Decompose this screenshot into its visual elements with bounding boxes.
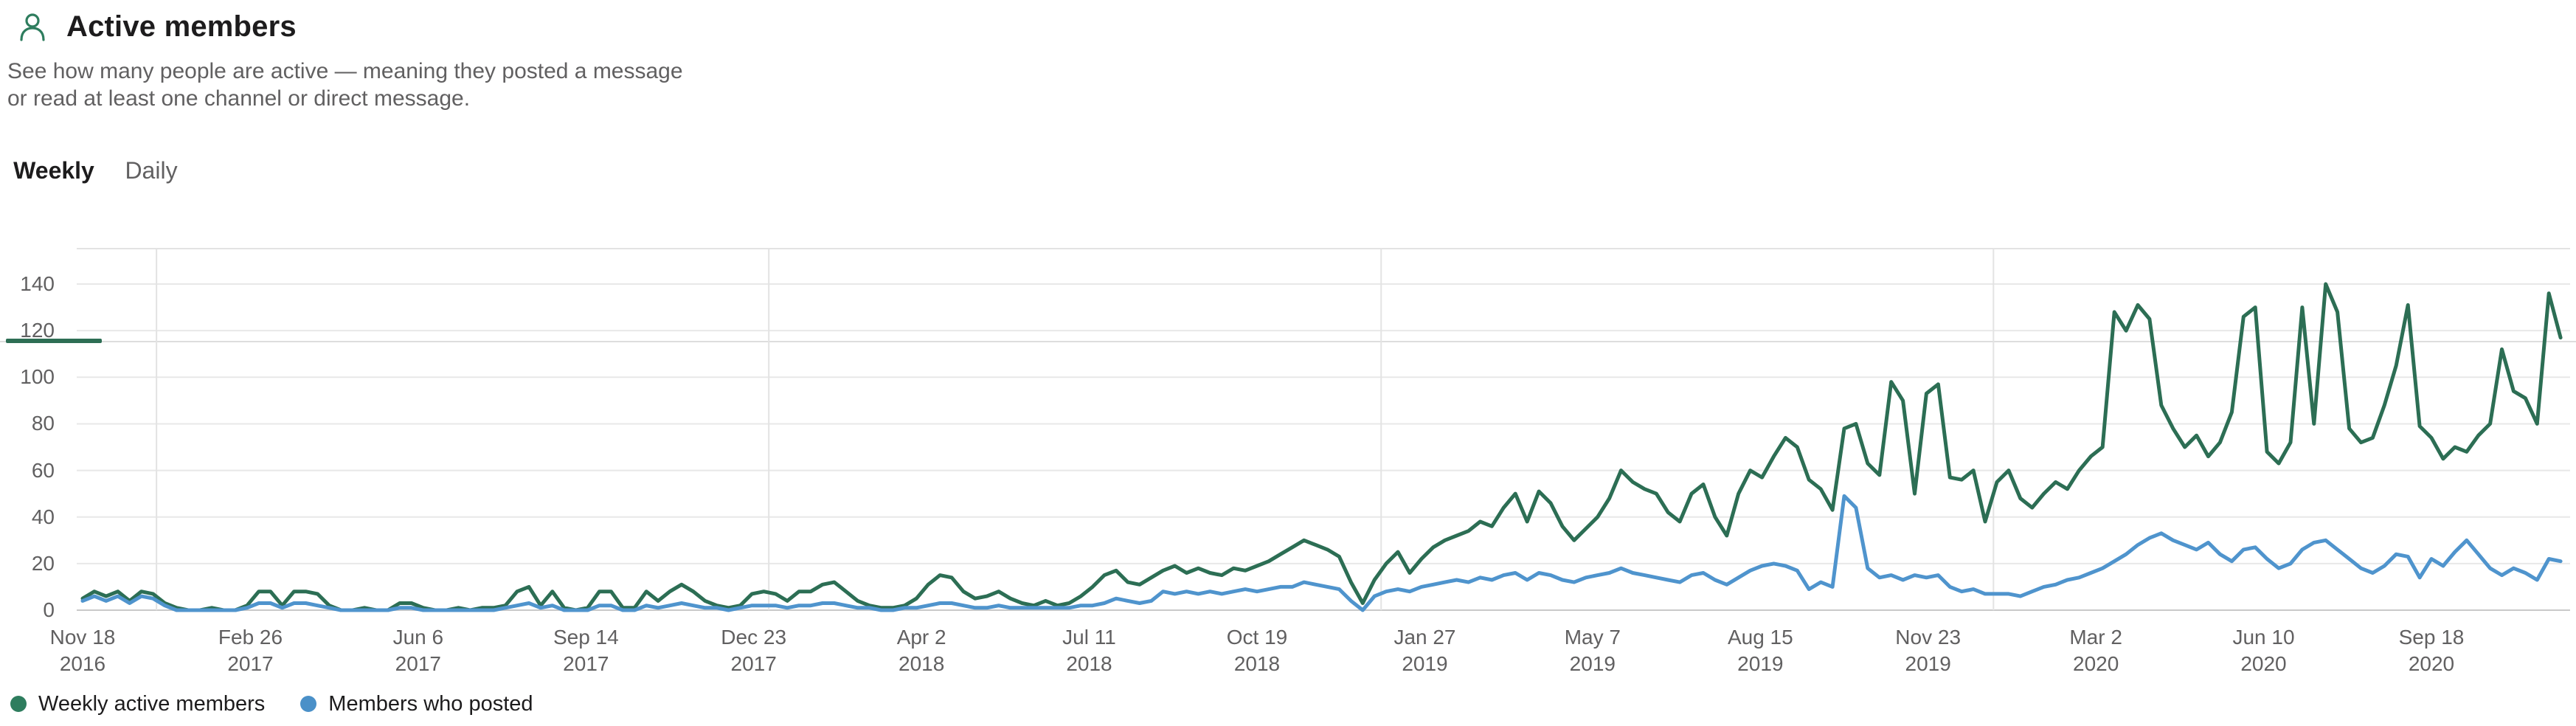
- legend-label-members-who-posted: Members who posted: [328, 691, 533, 716]
- legend-label-weekly-active-members: Weekly active members: [38, 691, 266, 716]
- x-tick-oct-19-2018: Oct 19 2018: [1226, 626, 1288, 675]
- legend-dot-green: [10, 696, 27, 712]
- tab-daily[interactable]: Daily: [125, 156, 178, 184]
- tab-weekly[interactable]: Weekly: [13, 156, 94, 184]
- page-header: Active members: [18, 9, 297, 44]
- x-tick-sep-18-2020: Sep 18 2020: [2398, 626, 2465, 675]
- description-line-2: or read at least one channel or direct m…: [7, 86, 471, 111]
- x-tick-dec-23-2017: Dec 23 2017: [721, 626, 787, 675]
- page-description: See how many people are active — meaning…: [7, 58, 683, 112]
- x-tick-jan-27-2019: Jan 27 2019: [1393, 626, 1456, 675]
- description-line-1: See how many people are active — meaning…: [7, 59, 683, 83]
- series-line-weekly-active-members[interactable]: [80, 282, 2563, 612]
- legend-item-weekly-active-members: Weekly active members: [10, 692, 265, 716]
- x-tick-nov-18-2016: Nov 18 2016: [49, 626, 116, 675]
- tabs-bottom-border: [0, 341, 2576, 342]
- chart-legend: Weekly active members Members who posted: [10, 689, 569, 719]
- legend-dot-blue: [300, 696, 317, 712]
- x-tick-feb-26-2017: Feb 26 2017: [218, 626, 283, 675]
- y-tick-40: 40: [31, 505, 55, 528]
- page-title: Active members: [66, 10, 297, 43]
- legend-item-members-who-posted: Members who posted: [300, 692, 533, 716]
- y-tick-80: 80: [31, 412, 55, 435]
- x-tick-jun-6-2017: Jun 6 2017: [392, 626, 444, 675]
- x-tick-jul-11-2018: Jul 11 2018: [1062, 626, 1116, 675]
- x-tick-may-7-2019: May 7 2019: [1564, 626, 1621, 675]
- x-tick-aug-15-2019: Aug 15 2019: [1727, 626, 1793, 675]
- y-tick-20: 20: [31, 551, 55, 575]
- x-tick-apr-2-2018: Apr 2 2018: [896, 626, 946, 675]
- active-tab-indicator: [6, 339, 102, 343]
- x-tick-jun-10-2020: Jun 10 2020: [2232, 626, 2295, 675]
- person-icon: [20, 13, 45, 41]
- x-tick-sep-14-2017: Sep 14 2017: [553, 626, 619, 675]
- y-tick-140: 140: [20, 272, 55, 296]
- y-tick-100: 100: [20, 365, 55, 389]
- x-tick-mar-2-2020: Mar 2 2020: [2069, 626, 2122, 675]
- year-gridlines: [156, 249, 1995, 610]
- y-tick-120: 120: [20, 319, 55, 342]
- interval-tabs: Weekly Daily: [0, 148, 2576, 343]
- horizontal-gridlines: [77, 248, 2570, 611]
- series-line-members-who-posted[interactable]: [80, 494, 2563, 612]
- y-tick-60: 60: [31, 458, 55, 482]
- y-tick-0: 0: [43, 598, 55, 621]
- x-tick-nov-23-2019: Nov 23 2019: [1895, 626, 1962, 675]
